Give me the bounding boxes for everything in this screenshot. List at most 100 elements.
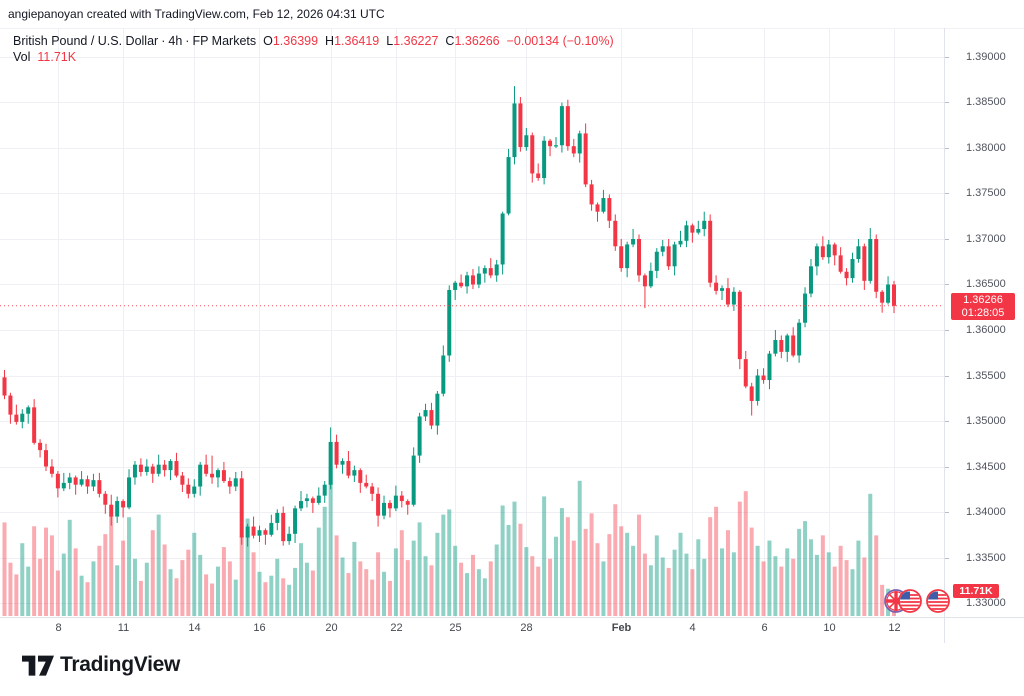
candle-body bbox=[441, 355, 446, 394]
chart-canvas[interactable] bbox=[0, 0, 1024, 643]
high-label: H bbox=[325, 34, 335, 48]
price-axis-label: 1.38500 bbox=[966, 96, 1006, 108]
volume-bar bbox=[376, 552, 381, 616]
volume-bar bbox=[32, 526, 37, 616]
candle-wick bbox=[63, 472, 65, 492]
candle-body bbox=[198, 464, 203, 487]
volume-bar bbox=[803, 521, 808, 616]
volume-bar bbox=[2, 522, 7, 616]
volume-bar bbox=[880, 584, 885, 616]
candle-wick bbox=[342, 458, 344, 474]
volume-bar bbox=[299, 543, 303, 616]
candle-body bbox=[666, 246, 671, 267]
candle-body bbox=[429, 410, 434, 426]
volume-bar bbox=[103, 534, 108, 616]
candle-body bbox=[482, 268, 487, 274]
candle-wick bbox=[365, 474, 367, 489]
volume-bar bbox=[281, 578, 286, 616]
candle-body bbox=[631, 239, 636, 245]
volume-bar bbox=[666, 567, 671, 616]
candle-wick bbox=[27, 405, 29, 424]
volume-bar bbox=[731, 552, 736, 616]
time-axis[interactable]: 8 11 14 16 20 22 25 28 Feb 4 6 10 12 bbox=[0, 617, 1024, 643]
time-axis-label: Feb bbox=[611, 622, 632, 634]
volume-bar bbox=[245, 518, 250, 616]
volume-bar bbox=[625, 532, 630, 616]
volume-bar bbox=[97, 545, 102, 616]
price-axis[interactable]: 1.39000 1.38500 1.38000 1.37500 1.37000 1.365… bbox=[944, 0, 1024, 643]
candle-body bbox=[316, 495, 321, 503]
volume-bar bbox=[613, 504, 618, 616]
candle-body bbox=[144, 466, 149, 472]
legend[interactable]: British Pound / U.S. Dollar · 4h · FP Market… bbox=[13, 33, 614, 65]
candle-body bbox=[601, 198, 606, 212]
candle-wick bbox=[597, 202, 598, 222]
currency-pair-flags bbox=[884, 589, 950, 613]
time-axis-label: 8 bbox=[55, 622, 62, 634]
volume-bar bbox=[767, 540, 772, 616]
candle-body bbox=[393, 495, 398, 509]
candle-body bbox=[2, 377, 7, 396]
candle-body bbox=[743, 359, 748, 387]
candle-body bbox=[115, 501, 120, 517]
candle-body bbox=[648, 270, 653, 287]
volume-bar bbox=[14, 574, 19, 616]
close-label: C bbox=[445, 34, 455, 48]
candle-body bbox=[210, 473, 215, 478]
volume-value: 11.71K bbox=[37, 50, 77, 64]
volume-bar bbox=[654, 535, 659, 616]
candle-body bbox=[79, 479, 84, 485]
price-axis-label: 1.33500 bbox=[966, 552, 1006, 564]
candle-body bbox=[61, 482, 66, 489]
volume-bar bbox=[476, 569, 481, 616]
candle-body bbox=[820, 246, 825, 258]
candle-body bbox=[826, 244, 831, 258]
volume-bar bbox=[44, 527, 49, 616]
candle-body bbox=[856, 246, 861, 260]
candle-body bbox=[803, 293, 808, 323]
volume-bar bbox=[714, 506, 719, 616]
candle-body bbox=[619, 246, 624, 269]
volume-bar bbox=[672, 549, 677, 616]
candle-body bbox=[447, 289, 452, 356]
candle-body bbox=[524, 135, 529, 148]
legend-main-row: British Pound / U.S. Dollar · 4h · FP Market… bbox=[13, 33, 614, 49]
candle-body bbox=[263, 530, 268, 535]
symbol-title: British Pound / U.S. Dollar bbox=[13, 34, 159, 48]
tradingview-wordmark: TradingView bbox=[60, 653, 181, 676]
candle-body bbox=[174, 461, 179, 476]
separator-dot: · bbox=[161, 34, 166, 48]
volume-bar bbox=[215, 566, 220, 616]
volume-bar bbox=[684, 553, 689, 616]
tradingview-logo[interactable]: TradingView bbox=[22, 653, 180, 677]
volume-bar bbox=[530, 556, 535, 616]
candle-body bbox=[512, 103, 517, 158]
time-axis-label: 10 bbox=[823, 622, 836, 634]
volume-bar bbox=[459, 562, 464, 616]
candle-body bbox=[607, 198, 612, 221]
volume-bar bbox=[559, 508, 564, 616]
volume-bar bbox=[429, 565, 434, 616]
volume-bar bbox=[304, 562, 309, 616]
volume-bar bbox=[150, 530, 155, 616]
candle-body bbox=[435, 393, 440, 426]
countdown-timer: 01:28:05 bbox=[961, 306, 1005, 319]
time-axis-label: 4 bbox=[689, 622, 696, 634]
candle-body bbox=[565, 106, 570, 147]
volume-bar bbox=[820, 535, 825, 616]
volume-bar bbox=[512, 501, 517, 616]
volume-bar bbox=[121, 540, 126, 616]
candle-body bbox=[233, 478, 238, 487]
candle-body bbox=[660, 246, 665, 252]
candle-body bbox=[785, 335, 790, 352]
candle-body bbox=[488, 268, 493, 276]
volume-bar bbox=[263, 582, 268, 616]
candle-body bbox=[227, 481, 232, 487]
candle-wick bbox=[691, 223, 693, 243]
candle-wick bbox=[407, 499, 409, 515]
candle-body bbox=[370, 486, 375, 494]
volume-bar bbox=[637, 514, 642, 616]
volume-bar bbox=[316, 527, 321, 616]
candle-body bbox=[465, 275, 470, 287]
candle-body bbox=[132, 464, 137, 478]
